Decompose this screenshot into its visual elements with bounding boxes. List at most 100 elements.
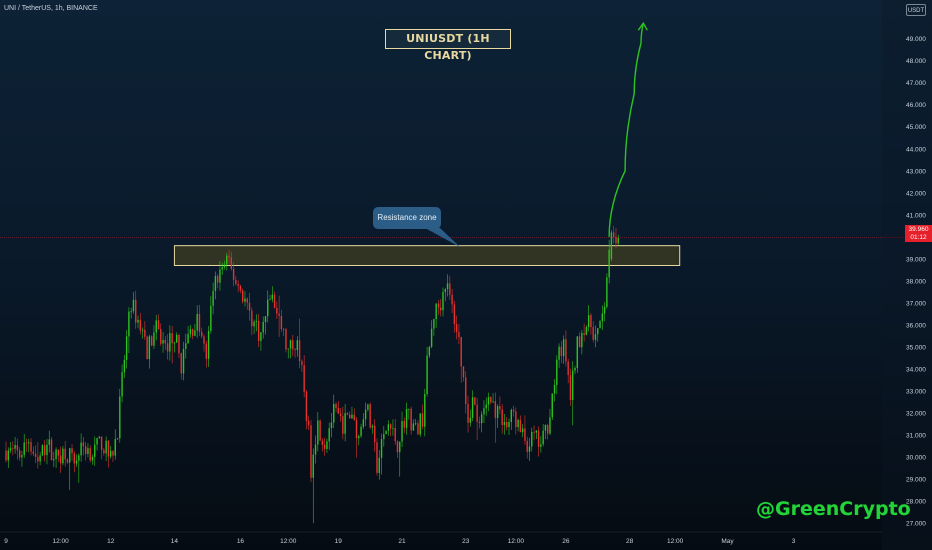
candle-body <box>246 298 248 303</box>
x-tick-label: 14 <box>171 538 179 545</box>
candle-body <box>212 291 214 306</box>
candle-body <box>512 409 515 412</box>
candle-body <box>100 436 103 450</box>
candle-body <box>451 294 453 305</box>
x-tick-label: 9 <box>4 538 8 545</box>
y-tick-label: 30.000 <box>906 455 926 462</box>
candle-body <box>255 320 258 322</box>
candle-body <box>601 313 604 322</box>
candle-body <box>141 329 144 331</box>
candle-body <box>360 426 362 437</box>
candle-body <box>496 406 499 418</box>
candle-body <box>294 349 296 351</box>
candle-body <box>353 414 355 420</box>
y-tick-label: 28.000 <box>906 499 926 506</box>
candle-body <box>581 333 583 348</box>
candle-body <box>389 424 392 429</box>
candle-body <box>185 343 187 349</box>
candle-body <box>230 257 233 269</box>
candle-body <box>273 294 276 308</box>
candle-body <box>458 332 460 337</box>
candle-body <box>130 311 132 313</box>
candle-body <box>546 425 549 434</box>
y-tick-label: 27.000 <box>906 521 926 528</box>
candle-body <box>194 330 196 336</box>
candle-body <box>164 340 167 344</box>
resistance-zone <box>173 245 681 266</box>
currency-badge[interactable]: USDT <box>906 4 926 16</box>
candle-body <box>287 348 289 350</box>
candle-body <box>96 438 98 445</box>
candle-body <box>348 414 351 419</box>
candle-body <box>296 340 299 351</box>
candle-body <box>490 397 492 403</box>
y-tick-label: 49.000 <box>906 36 926 43</box>
candle-body <box>485 404 487 409</box>
y-tick-label: 46.000 <box>906 102 926 109</box>
candle-body <box>424 394 426 427</box>
candle-body <box>242 290 244 302</box>
candle-body <box>535 430 538 433</box>
candle-body <box>80 442 82 456</box>
candle-body <box>125 336 128 360</box>
candle-body <box>41 445 44 456</box>
candle-body <box>499 406 501 410</box>
symbol-info[interactable]: UNI / TetherUS, 1h, BINANCE <box>4 5 98 12</box>
candle-body <box>308 420 310 426</box>
current-price-value: 39.960 <box>908 226 929 233</box>
candle-body <box>572 370 574 400</box>
y-tick-label: 42.000 <box>906 190 926 197</box>
candle-body <box>196 313 198 331</box>
candle-body <box>476 404 478 422</box>
price-axis: 27.000 28.000 29.000 30.000 31.000 32.000 33.0… <box>882 0 932 550</box>
candle-body <box>508 421 510 428</box>
y-tick-label: 33.000 <box>906 389 926 396</box>
x-tick-label: 12:00 <box>508 538 525 545</box>
candle-body <box>139 319 141 331</box>
candle-body <box>606 277 608 307</box>
candle-body <box>144 329 146 337</box>
candle-body <box>335 403 337 408</box>
candle-body <box>339 413 342 417</box>
candle-body <box>71 448 73 454</box>
candle-body <box>114 439 116 456</box>
candle-body <box>590 315 592 328</box>
candle-body <box>374 425 376 443</box>
candle-body <box>612 232 615 237</box>
y-tick-label: 38.000 <box>906 278 926 285</box>
candle-body <box>556 359 558 385</box>
candle-body <box>540 444 542 447</box>
candle-body <box>328 428 330 442</box>
y-tick-label: 35.000 <box>906 344 926 351</box>
candle-body <box>314 444 317 455</box>
candle-body <box>560 346 563 357</box>
price-axis-background <box>882 0 932 550</box>
candle-body <box>408 408 410 410</box>
candle-body <box>198 313 201 332</box>
candle-body <box>503 421 506 425</box>
candle-body <box>515 411 517 428</box>
candle-body <box>355 419 358 439</box>
candle-body <box>444 289 446 292</box>
candle-body <box>267 299 269 317</box>
candle-body <box>239 285 242 291</box>
candle-body <box>210 305 212 331</box>
candle-body <box>483 408 485 415</box>
candle-body <box>553 384 556 394</box>
candle-body <box>128 311 130 337</box>
candle-body <box>214 276 217 292</box>
resistance-zone-label[interactable]: Resistance zone <box>373 207 441 229</box>
x-tick-label: 23 <box>462 538 470 545</box>
candle-body <box>537 430 540 447</box>
candle-body <box>417 423 419 435</box>
candle-body <box>253 321 255 327</box>
candle-body <box>37 456 39 462</box>
candle-body <box>260 332 262 341</box>
x-tick-label: 12:00 <box>280 538 297 545</box>
candle-body <box>146 336 148 360</box>
candle-body <box>578 336 581 348</box>
chart-title: UNIUSDT (1H CHART) <box>385 29 511 62</box>
candle-body <box>121 372 123 397</box>
